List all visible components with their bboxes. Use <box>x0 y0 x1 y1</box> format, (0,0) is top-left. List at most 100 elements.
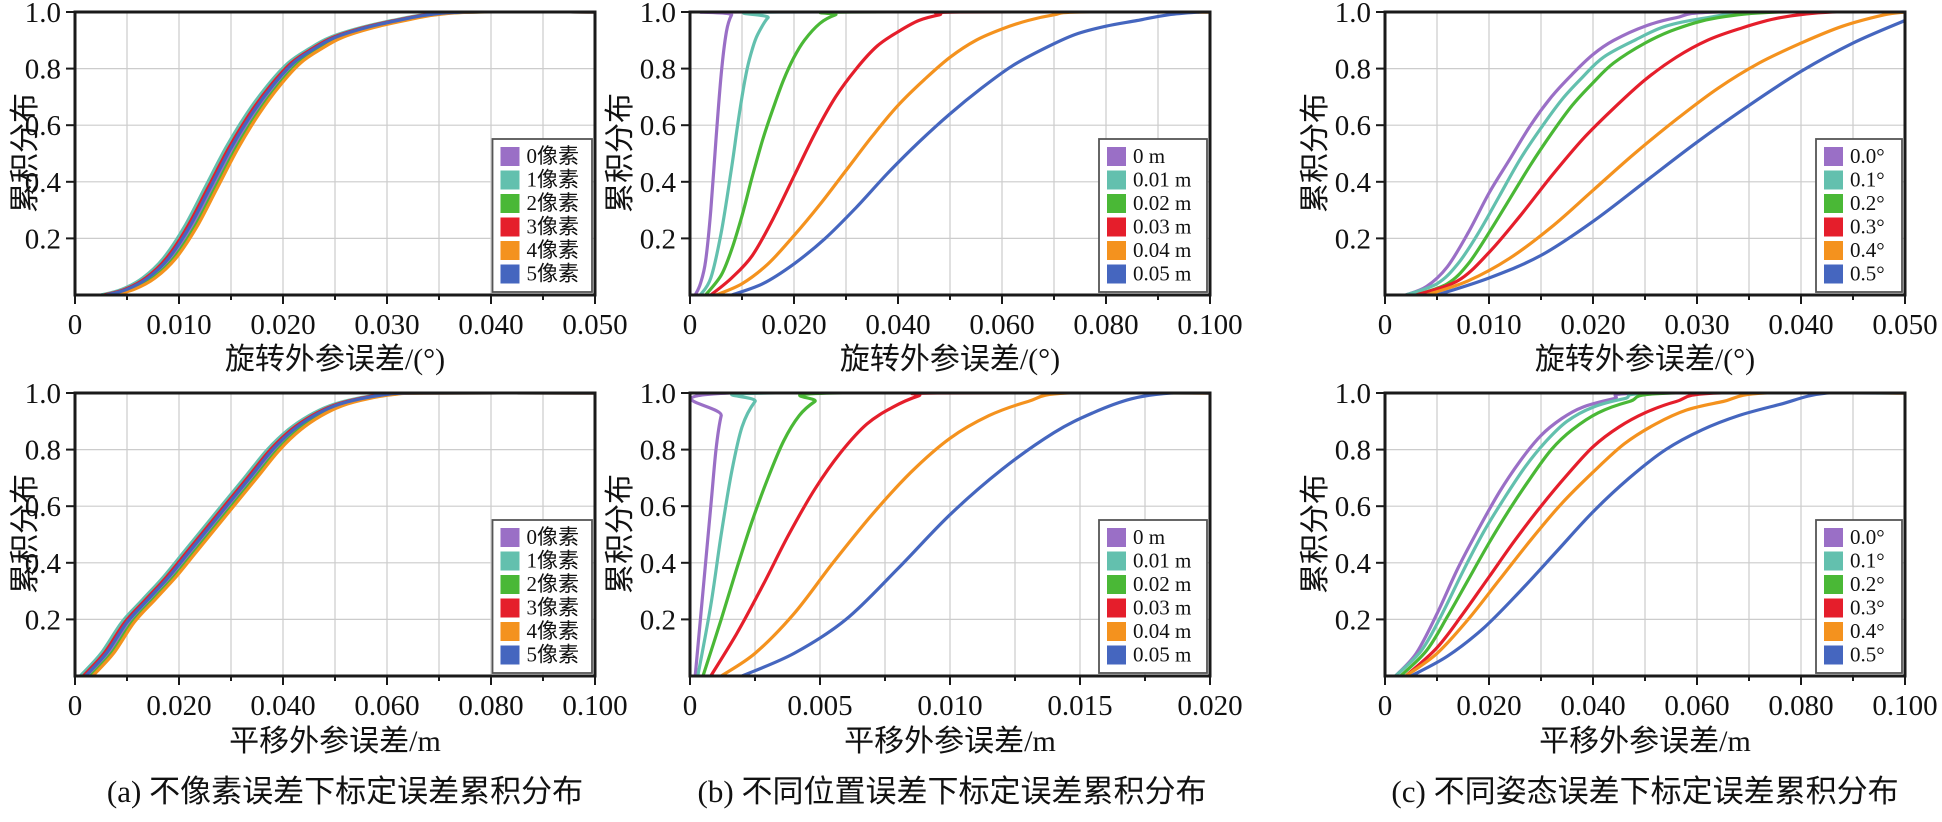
y-tick-label: 0.2 <box>1335 223 1371 255</box>
caption-c: (c) 不同姿态误差下标定误差累积分布 <box>1391 774 1899 809</box>
legend-swatch <box>500 170 520 190</box>
legend-label: 0.03 m <box>1133 596 1191 620</box>
y-tick-label: 0.6 <box>640 110 676 142</box>
legend-label: 2像素 <box>527 572 580 596</box>
legend-label: 5像素 <box>527 262 580 286</box>
legend-label: 0.02 m <box>1133 191 1191 215</box>
axis-ticks <box>1376 11 1906 304</box>
legend: 0 m0.01 m0.02 m0.03 m0.04 m0.05 m <box>1098 519 1208 674</box>
y-tick-label: 1.0 <box>25 0 61 29</box>
legend-swatch <box>1107 147 1126 166</box>
series-0 m <box>690 393 1210 676</box>
cdf-chart-b-top: 0 0.020 0.040 0.060 0.080 0.100 0.2 0.4 0.6 0.8 1.… <box>640 0 1243 341</box>
legend-label: 5像素 <box>527 643 580 667</box>
series-0.3° <box>1414 12 1905 295</box>
x-tick-label: 0.040 <box>1768 309 1833 341</box>
x-tick-label: 0.010 <box>1456 309 1521 341</box>
legend-label: 0.02 m <box>1133 572 1191 596</box>
y-tick-label: 0.2 <box>25 604 61 636</box>
legend-label: 1像素 <box>527 168 580 192</box>
x-tick-label: 0.030 <box>354 309 419 341</box>
x-tick-label: 0.020 <box>1456 690 1521 722</box>
legend-swatch <box>500 551 520 571</box>
y-tick-label: 0.2 <box>1335 604 1371 636</box>
legend-label: 0.5° <box>1850 262 1885 286</box>
x-tick-label: 0.020 <box>761 309 826 341</box>
series-0.04 m <box>714 12 1210 295</box>
legend-label: 0.4° <box>1850 619 1885 643</box>
legend-swatch <box>500 645 520 665</box>
legend-label: 0像素 <box>527 525 580 549</box>
legend-swatch <box>500 264 520 284</box>
y-tick-label: 0.4 <box>640 167 677 199</box>
x-axis-label: 旋转外参误差/(°) <box>224 343 446 376</box>
legend-swatch <box>1824 622 1843 641</box>
x-tick-label: 0.060 <box>354 690 419 722</box>
series-0.01 m <box>698 12 1210 295</box>
x-tick-label: 0 <box>683 690 698 722</box>
y-tick-label: 0.6 <box>1335 491 1371 523</box>
legend-swatch <box>500 575 520 594</box>
axis-ticks <box>681 392 1211 685</box>
legend: 0.0°0.1°0.2°0.3°0.4°0.5° <box>1815 519 1903 674</box>
legend-label: 4像素 <box>527 238 580 262</box>
legend-swatch <box>1107 645 1126 665</box>
legend-swatch <box>500 194 520 213</box>
x-tick-label: 0.040 <box>458 309 523 341</box>
series-0.3° <box>1404 393 1905 676</box>
legend: 0 m0.01 m0.02 m0.03 m0.04 m0.05 m <box>1098 138 1208 293</box>
legend-swatch <box>1824 217 1843 237</box>
axis-ticks <box>1376 392 1906 685</box>
series-0.0° <box>1404 12 1905 295</box>
x-tick-label: 0 <box>683 309 698 341</box>
x-tick-label: 0.040 <box>865 309 930 341</box>
x-tick-label: 0.100 <box>1872 690 1937 722</box>
series-0.4° <box>1425 12 1905 295</box>
x-tick-label: 0.080 <box>458 690 523 722</box>
series-0.2° <box>1414 12 1905 295</box>
legend-swatch <box>1107 241 1126 260</box>
legend-label: 0.03 m <box>1133 215 1191 239</box>
y-tick-label: 0.4 <box>25 167 62 199</box>
x-tick-label: 0.020 <box>146 690 211 722</box>
y-tick-label: 0.8 <box>25 54 61 86</box>
legend-label: 3像素 <box>527 596 580 620</box>
legend-swatch <box>1107 170 1126 190</box>
legend-label: 0.3° <box>1850 215 1885 239</box>
x-tick-label: 0.010 <box>146 309 211 341</box>
legend-label: 2像素 <box>527 191 580 215</box>
legend-label: 4像素 <box>527 619 580 643</box>
x-tick-label: 0.060 <box>969 309 1034 341</box>
y-tick-label: 0.8 <box>640 54 676 86</box>
x-tick-label: 0.030 <box>1664 309 1729 341</box>
x-tick-label: 0.060 <box>1664 690 1729 722</box>
legend-swatch <box>1824 264 1843 284</box>
x-axis-label: 旋转外参误差/(°) <box>839 343 1061 376</box>
legend-swatch <box>1107 551 1126 571</box>
series-0.1° <box>1404 12 1905 295</box>
y-tick-label: 0.2 <box>25 223 61 255</box>
legend-label: 0像素 <box>527 144 580 168</box>
series-0 m <box>693 12 1210 295</box>
y-tick-label: 0.8 <box>1335 54 1371 86</box>
cdf-chart-c-bottom: 0 0.020 0.040 0.060 0.080 0.100 0.2 0.4 0.6 0.8 1.… <box>1335 378 1938 722</box>
x-tick-label: 0.020 <box>250 309 315 341</box>
y-tick-label: 0.6 <box>25 110 61 142</box>
legend-label: 0.05 m <box>1133 643 1191 667</box>
legend-label: 0.3° <box>1850 596 1885 620</box>
caption-b: (b) 不同位置误差下标定误差累积分布 <box>697 774 1207 809</box>
axis-ticks <box>66 392 596 685</box>
legend-swatch <box>1824 598 1843 618</box>
legend-label: 0.2° <box>1850 572 1885 596</box>
legend-swatch <box>1824 194 1843 213</box>
cdf-chart-a-bottom: 0 0.020 0.040 0.060 0.080 0.100 0.2 0.4 0.6 0.8 1.… <box>25 378 628 722</box>
series-0.05 m <box>740 393 1210 676</box>
legend-label: 1像素 <box>527 549 580 573</box>
legend-label: 0.04 m <box>1133 619 1191 643</box>
x-tick-label: 0.020 <box>1177 690 1242 722</box>
legend-swatch <box>1107 264 1126 284</box>
x-tick-label: 0.010 <box>917 690 982 722</box>
